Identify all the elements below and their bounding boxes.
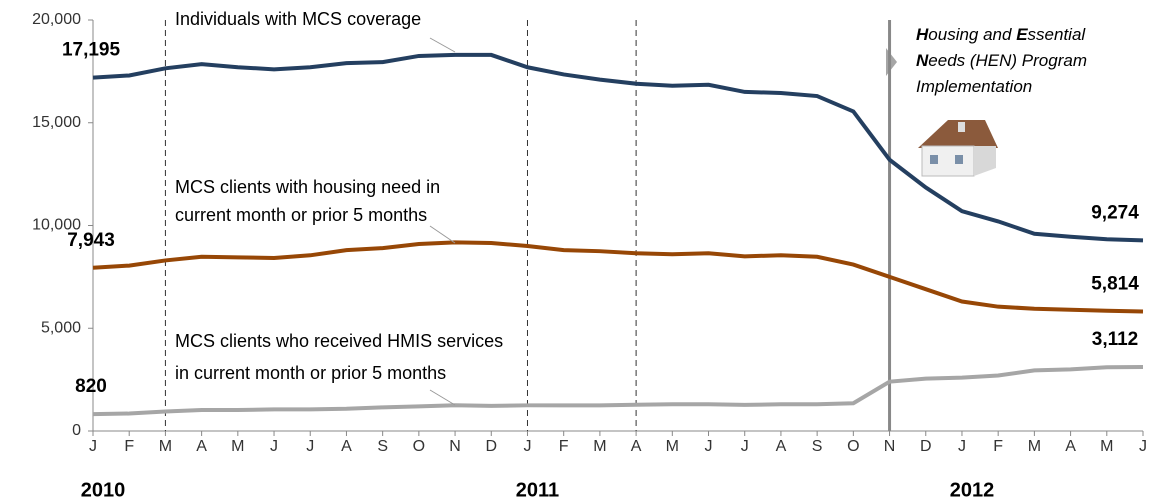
y-tick-label: 10,000 (32, 217, 81, 234)
value-label: 7,943 (67, 230, 115, 251)
series-label: in current month or prior 5 months (175, 363, 446, 383)
annotation-part: E (1016, 25, 1028, 44)
annotation: Housing and Essential (916, 25, 1086, 44)
x-tick-label: O (847, 438, 859, 455)
x-tick-label: J (705, 438, 713, 455)
x-tick-label: J (306, 438, 314, 455)
series-label: MCS clients with housing need in (175, 177, 440, 197)
leader-line (429, 225, 456, 244)
x-tick-label: N (449, 438, 461, 455)
annotation: Needs (HEN) Program (916, 51, 1087, 70)
x-tick-label: J (1139, 438, 1147, 455)
x-tick-label: M (231, 438, 244, 455)
x-tick-label: J (523, 438, 531, 455)
annotation-part: H (916, 25, 929, 44)
y-tick-label: 5,000 (41, 319, 81, 336)
value-label: 3,112 (1092, 329, 1139, 350)
y-tick-label: 15,000 (32, 114, 81, 131)
x-tick-label: A (1065, 438, 1076, 455)
x-tick-label: F (993, 438, 1003, 455)
x-tick-label: F (124, 438, 134, 455)
x-tick-label: O (413, 438, 425, 455)
series-line (92, 240, 1144, 314)
pointer-arrow (886, 48, 897, 76)
y-tick-label: 0 (72, 422, 81, 439)
year-label: 2011 (516, 479, 559, 501)
year-label: 2012 (950, 479, 995, 501)
value-label: 5,814 (1091, 274, 1139, 295)
annotation-part: Implementation (916, 77, 1032, 96)
x-tick-label: M (1028, 438, 1041, 455)
annotation-part: ousing and (928, 25, 1016, 44)
series-label: current month or prior 5 months (175, 205, 427, 225)
x-tick-label: A (631, 438, 642, 455)
x-tick-label: F (559, 438, 569, 455)
x-tick-label: D (485, 438, 497, 455)
x-tick-label: S (812, 438, 823, 455)
value-label: 820 (75, 376, 107, 397)
y-tick-label: 20,000 (32, 11, 81, 28)
series-label: MCS clients who received HMIS services (175, 331, 503, 351)
x-tick-label: M (666, 438, 679, 455)
leader-line (429, 389, 456, 406)
annotation-part: N (916, 51, 929, 70)
annotation-part: eeds (HEN) Program (928, 51, 1087, 70)
annotation-part: ssential (1028, 25, 1087, 44)
x-tick-label: A (196, 438, 207, 455)
x-tick-label: M (159, 438, 172, 455)
series-label: Individuals with MCS coverage (175, 9, 421, 29)
series-line (92, 365, 1144, 417)
x-tick-label: J (741, 438, 749, 455)
x-tick-label: M (593, 438, 606, 455)
value-label: 17,195 (62, 40, 121, 61)
house-icon (918, 120, 998, 177)
x-tick-label: S (377, 438, 388, 455)
value-label: 9,274 (1091, 202, 1139, 223)
annotation: Implementation (916, 77, 1032, 96)
year-label: 2010 (81, 479, 126, 501)
leader-line (429, 37, 456, 53)
x-tick-label: N (884, 438, 896, 455)
x-tick-label: A (776, 438, 787, 455)
x-tick-label: J (89, 438, 97, 455)
x-tick-label: A (341, 438, 352, 455)
x-tick-label: J (270, 438, 278, 455)
series-line (92, 52, 1144, 243)
x-tick-label: M (1100, 438, 1113, 455)
x-tick-label: J (958, 438, 966, 455)
x-tick-label: D (920, 438, 932, 455)
